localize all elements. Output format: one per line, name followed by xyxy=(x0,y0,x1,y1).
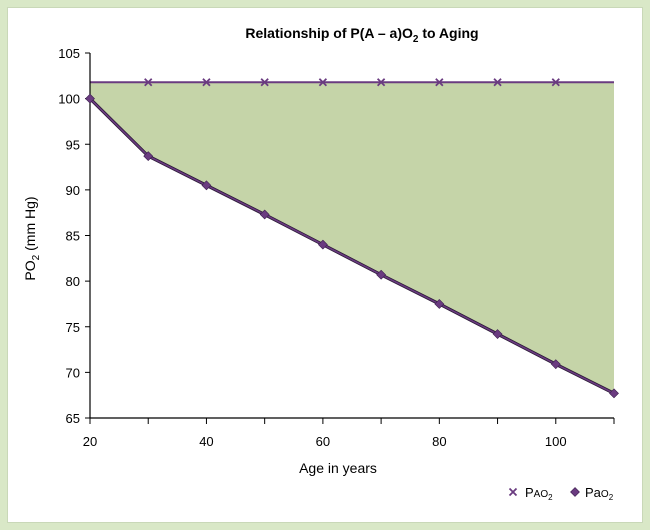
y-axis-label-tail: (mm Hg) xyxy=(22,196,38,254)
y-tick-label: 105 xyxy=(58,46,80,61)
legend-label-pao2: PAO2 xyxy=(525,485,553,502)
chart-title-subscript: 2 xyxy=(413,34,419,45)
y-tick-label: 95 xyxy=(66,137,80,152)
marker-pao2-diamond xyxy=(376,269,387,280)
y-axis-label-main: PO xyxy=(22,260,38,280)
marker-pao2-x xyxy=(435,78,444,87)
legend-pao2-small: AO xyxy=(534,489,549,500)
marker-pao2-diamond xyxy=(259,209,270,220)
chart-title-tail: to Aging xyxy=(418,25,478,41)
x-tick-label: 40 xyxy=(199,434,213,449)
legend-pao2-main: P xyxy=(525,485,534,500)
marker-pao2-diamond xyxy=(85,93,95,104)
marker-pao2-x xyxy=(493,78,502,87)
marker-pao2-x xyxy=(551,78,560,87)
chart-title-main: Relationship of P(A – a)O xyxy=(245,25,413,41)
y-tick-label: 65 xyxy=(66,411,80,426)
marker-pao2-x xyxy=(318,78,328,87)
x-tick-label: 60 xyxy=(316,434,330,449)
x-tick-label: 100 xyxy=(545,434,567,449)
marker-pao2-diamond xyxy=(492,329,503,339)
legend-pao2-arterial-main: Pa xyxy=(585,485,602,500)
y-tick-label: 90 xyxy=(66,183,80,198)
marker-pao2-diamond xyxy=(434,299,445,309)
marker-pao2-x xyxy=(260,78,269,87)
marker-pao2-diamond xyxy=(550,359,561,370)
legend-pao2-arterial-subscript: 2 xyxy=(609,493,614,502)
y-tick-label: 75 xyxy=(66,320,80,335)
legend-label-pao2-arterial: PaO2 xyxy=(585,485,614,502)
chart-panel: 65 70 75 80 85 90 95 100 105 20 40 60 80 100 Relations… xyxy=(7,7,643,523)
y-tick-label: 70 xyxy=(66,365,80,380)
x-axis-label: Age in years xyxy=(299,460,377,476)
marker-pao2-diamond xyxy=(317,239,328,250)
y-axis-label-subscript: 2 xyxy=(31,254,42,260)
chart-title: Relationship of P(A – a)O2 to Aging xyxy=(245,25,478,45)
y-tick-label: 100 xyxy=(58,92,80,107)
gap-shading xyxy=(90,82,614,394)
marker-pao2-diamond xyxy=(201,180,212,191)
y-axis-label: PO2 (mm Hg) xyxy=(22,196,42,280)
y-tick-label: 85 xyxy=(66,229,80,244)
marker-pao2-diamond xyxy=(609,388,619,399)
marker-pao2-x xyxy=(376,78,386,87)
legend-pao2-arterial-small: O xyxy=(601,489,609,500)
marker-pao2-x xyxy=(202,78,211,87)
marker-pao2-x xyxy=(144,78,153,87)
legend-pao2-subscript: 2 xyxy=(548,493,553,502)
x-tick-label: 20 xyxy=(83,434,97,449)
marker-pao2-diamond xyxy=(143,151,154,162)
legend-marker-pao2-x xyxy=(508,487,518,497)
legend-marker-pao2-diamond xyxy=(570,487,580,497)
x-tick-label: 80 xyxy=(432,434,446,449)
chart-svg: 65 70 75 80 85 90 95 100 105 20 40 60 80 100 Relations… xyxy=(22,25,619,502)
series-line-pao2-arterial xyxy=(89,98,615,395)
y-tick-label: 80 xyxy=(66,274,80,289)
